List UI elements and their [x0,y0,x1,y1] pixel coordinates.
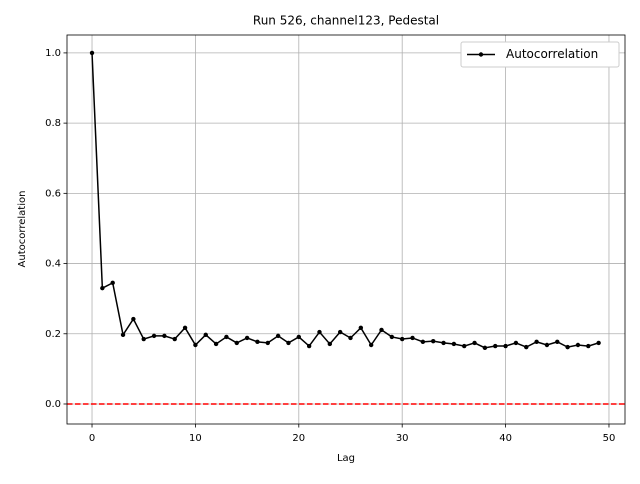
y-tick-label: 0.6 [45,188,61,199]
point [131,316,136,322]
point [110,280,115,286]
point [182,325,188,331]
point [224,334,229,340]
y-tick-label: 0.2 [45,329,61,340]
point [431,338,436,344]
point [317,329,322,335]
point [234,340,239,346]
point [524,344,529,350]
point [420,339,426,345]
point [586,343,591,349]
point [575,342,581,348]
point [193,342,198,348]
point [379,327,384,333]
series-line [91,52,599,349]
legend-box [460,41,620,68]
point [275,333,281,339]
plot-frame [66,34,626,425]
point [265,340,270,346]
point [565,344,570,350]
point [255,339,260,345]
point [348,335,353,341]
y-tick-label: 0.4 [45,259,61,270]
point [120,332,126,338]
point [451,341,457,347]
point [162,333,167,339]
point [555,339,560,345]
point [596,340,601,346]
point [151,333,157,339]
point [389,334,395,340]
point [368,342,374,348]
point [286,340,291,346]
x-tick-label: 50 [603,433,616,444]
y-tick-label: 0.0 [45,399,61,410]
point [358,325,364,331]
x-tick-label: 10 [189,433,202,444]
point [337,329,343,335]
point [213,341,219,347]
point [503,343,508,349]
point [172,336,177,342]
y-axis-label: Autocorrelation [17,191,28,268]
point [493,343,498,349]
point [100,285,105,291]
point [203,332,208,338]
point [462,343,467,349]
point [296,334,302,340]
point [327,341,333,347]
y-tick-label: 1.0 [45,48,61,59]
legend-label: Autocorrelation [506,47,598,61]
x-axis-label: Lag [337,453,355,464]
chart-title: Run 526, channel123, Pedestal [253,14,439,28]
point [482,345,488,351]
point [544,342,550,348]
x-tick-label: 0 [89,433,95,444]
point [244,335,250,341]
point [141,336,146,342]
point [306,343,312,349]
y-tick-label: 0.8 [45,118,61,129]
x-tick-label: 30 [396,433,409,444]
point [534,339,539,345]
x-tick-label: 20 [292,433,305,444]
legend-marker [478,52,484,57]
point [513,340,519,346]
point [410,335,415,341]
point [441,340,446,346]
point [399,336,405,342]
x-tick-label: 40 [499,433,512,444]
point [89,50,95,56]
point [472,340,477,346]
